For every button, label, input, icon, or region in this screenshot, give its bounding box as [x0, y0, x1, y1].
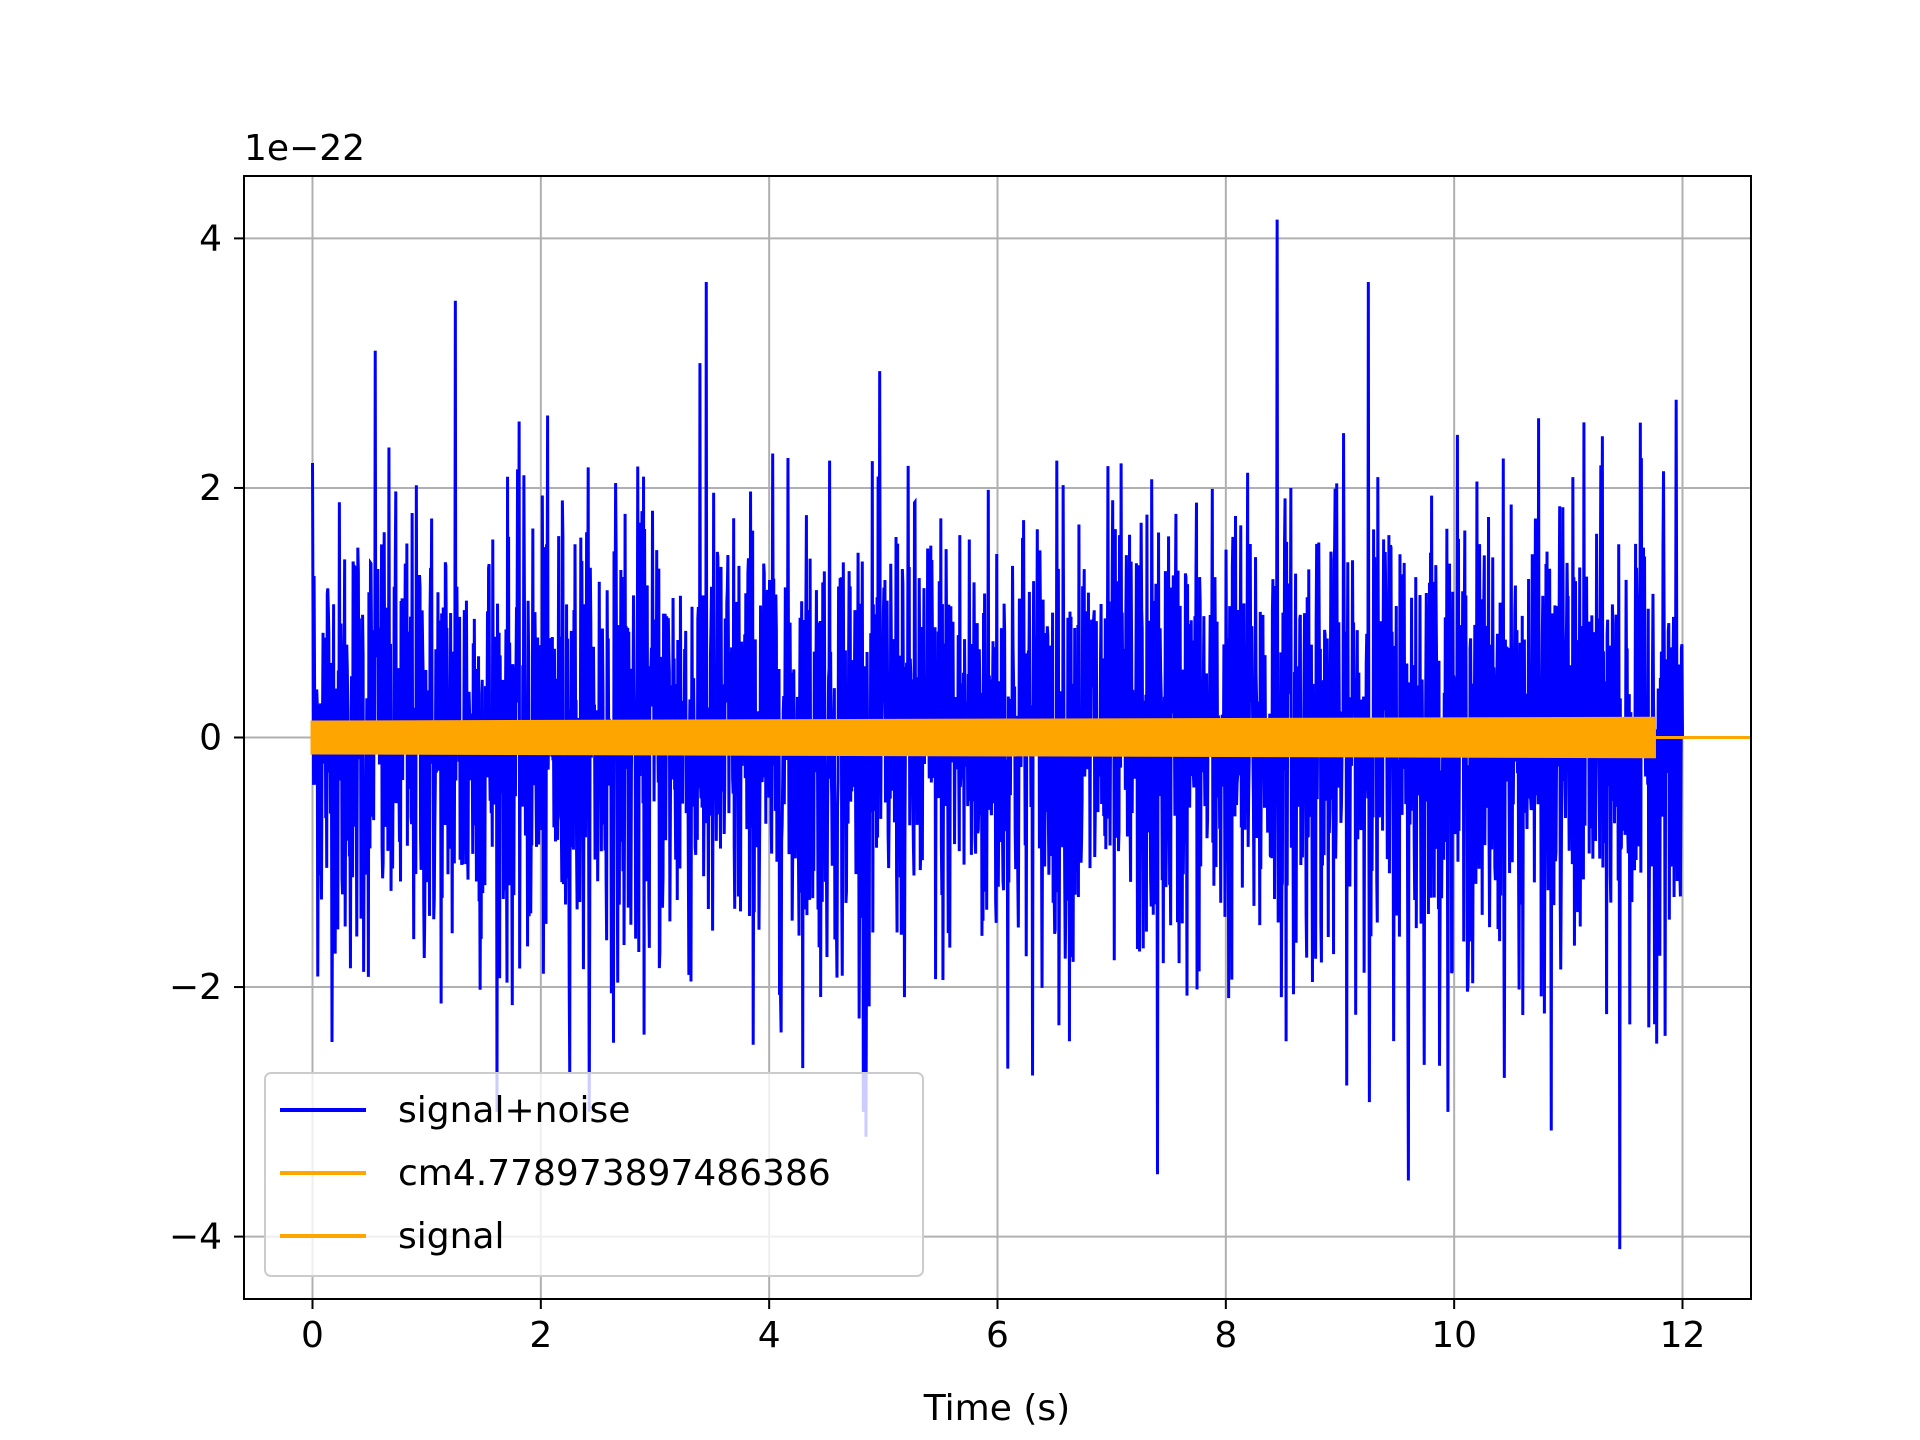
y-offset-label: 1e−22: [244, 128, 365, 169]
series-signal-noise-line: [311, 219, 1684, 1250]
legend-box: [264, 1072, 924, 1277]
legend: signal+noise cm4.778973897486386 signal: [264, 1072, 924, 1277]
series-signal-band: [310, 716, 1656, 759]
y-tick-label: 0: [199, 718, 222, 759]
y-tick-label: −4: [169, 1217, 222, 1258]
y-tick-label: 4: [199, 218, 222, 259]
x-tick-label: 12: [1660, 1315, 1706, 1356]
x-tick-label: 2: [529, 1315, 552, 1356]
y-tick-label: 2: [199, 468, 222, 509]
x-tick-label: 8: [1214, 1315, 1237, 1356]
x-axis: 0 2 4 6 8 10 12: [301, 1299, 1705, 1356]
x-tick-label: 6: [986, 1315, 1009, 1356]
x-axis-label: Time (s): [923, 1388, 1070, 1429]
plot-area: [310, 219, 1751, 1250]
legend-label-signal: signal: [398, 1216, 505, 1257]
legend-label-signal-noise: signal+noise: [398, 1090, 630, 1131]
x-tick-label: 4: [758, 1315, 781, 1356]
y-axis: −4 −2 0 2 4: [169, 218, 244, 1258]
legend-label-cm: cm4.778973897486386: [398, 1153, 831, 1194]
y-tick-label: −2: [169, 967, 222, 1008]
x-tick-label: 10: [1431, 1315, 1477, 1356]
x-tick-label: 0: [301, 1315, 324, 1356]
